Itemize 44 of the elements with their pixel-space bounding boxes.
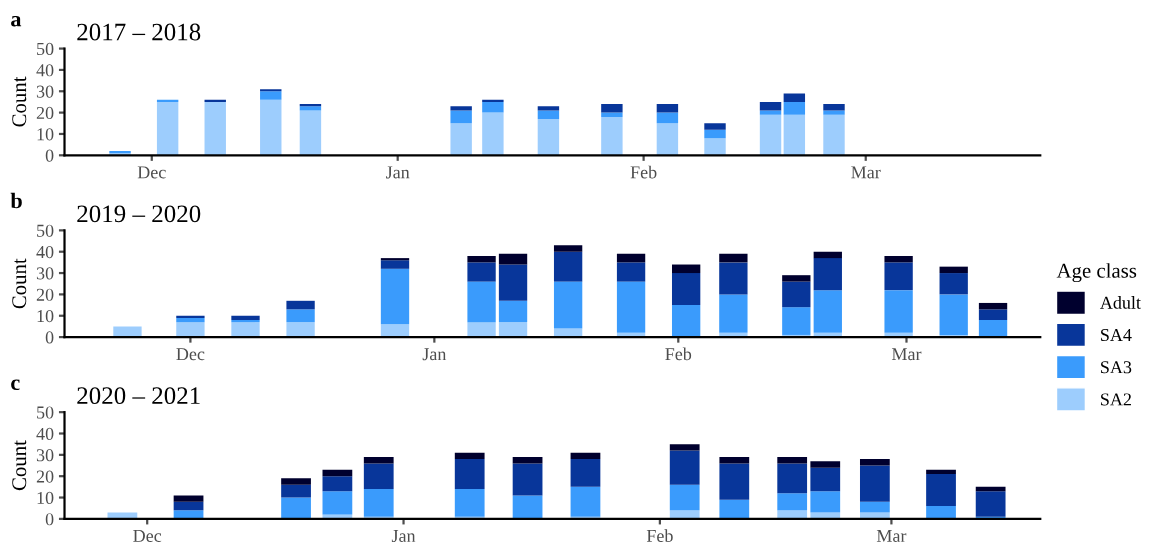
y-tick-label: 40 [36, 245, 54, 259]
y-tick-label: 10 [37, 128, 54, 141]
legend-label: Adult [1100, 296, 1141, 309]
x-tick-label: Feb [630, 165, 657, 179]
y-tick-label: 40 [36, 427, 54, 440]
legend-title: Age class [1056, 263, 1137, 283]
y-tick-label: 50 [37, 224, 54, 237]
chart-title: 2017 – 2018 [77, 23, 201, 41]
x-tick-label: Jan [386, 166, 410, 179]
y-tick-label: 10 [37, 310, 54, 323]
y-axis-title: Count [12, 258, 27, 309]
y-tick-label: 20 [36, 470, 54, 483]
y-tick-label: 40 [36, 64, 54, 77]
text: c [11, 379, 20, 391]
y-tick-label: 50 [37, 406, 54, 419]
y-axis-title: Count [12, 440, 27, 491]
x-tick-label: Dec [137, 166, 166, 179]
y-tick-label: 30 [36, 85, 54, 98]
y-tick-label: 50 [37, 42, 54, 56]
x-tick-label: Jan [391, 530, 416, 542]
y-tick-label: 10 [37, 491, 54, 504]
y-tick-label: 20 [36, 106, 54, 120]
x-tick-label: Mar [851, 166, 881, 179]
x-tick-label: Feb [646, 529, 673, 542]
y-tick-label: 0 [45, 513, 54, 526]
y-axis-title: Count [12, 76, 27, 127]
x-tick-label: Mar [891, 348, 922, 361]
text: a [11, 15, 22, 27]
legend-label: SA4 [1101, 328, 1132, 342]
x-tick-label: Dec [176, 348, 205, 361]
y-tick-label: 30 [36, 449, 54, 462]
y-tick-label: 0 [45, 331, 54, 344]
x-tick-label: Jan [422, 348, 447, 361]
legend-label: SA2 [1101, 393, 1131, 406]
chart-title: 2019 – 2020 [77, 205, 201, 223]
text: b [10, 192, 22, 209]
x-tick-label: Feb [665, 347, 692, 361]
y-tick-label: 0 [45, 149, 54, 162]
y-tick-label: 20 [36, 288, 54, 301]
legend-label: SA3 [1101, 361, 1132, 374]
y-tick-label: 30 [36, 267, 54, 280]
x-tick-label: Dec [133, 530, 162, 542]
chart-title: 2020 – 2021 [77, 387, 200, 405]
x-tick-label: Mar [876, 530, 907, 542]
